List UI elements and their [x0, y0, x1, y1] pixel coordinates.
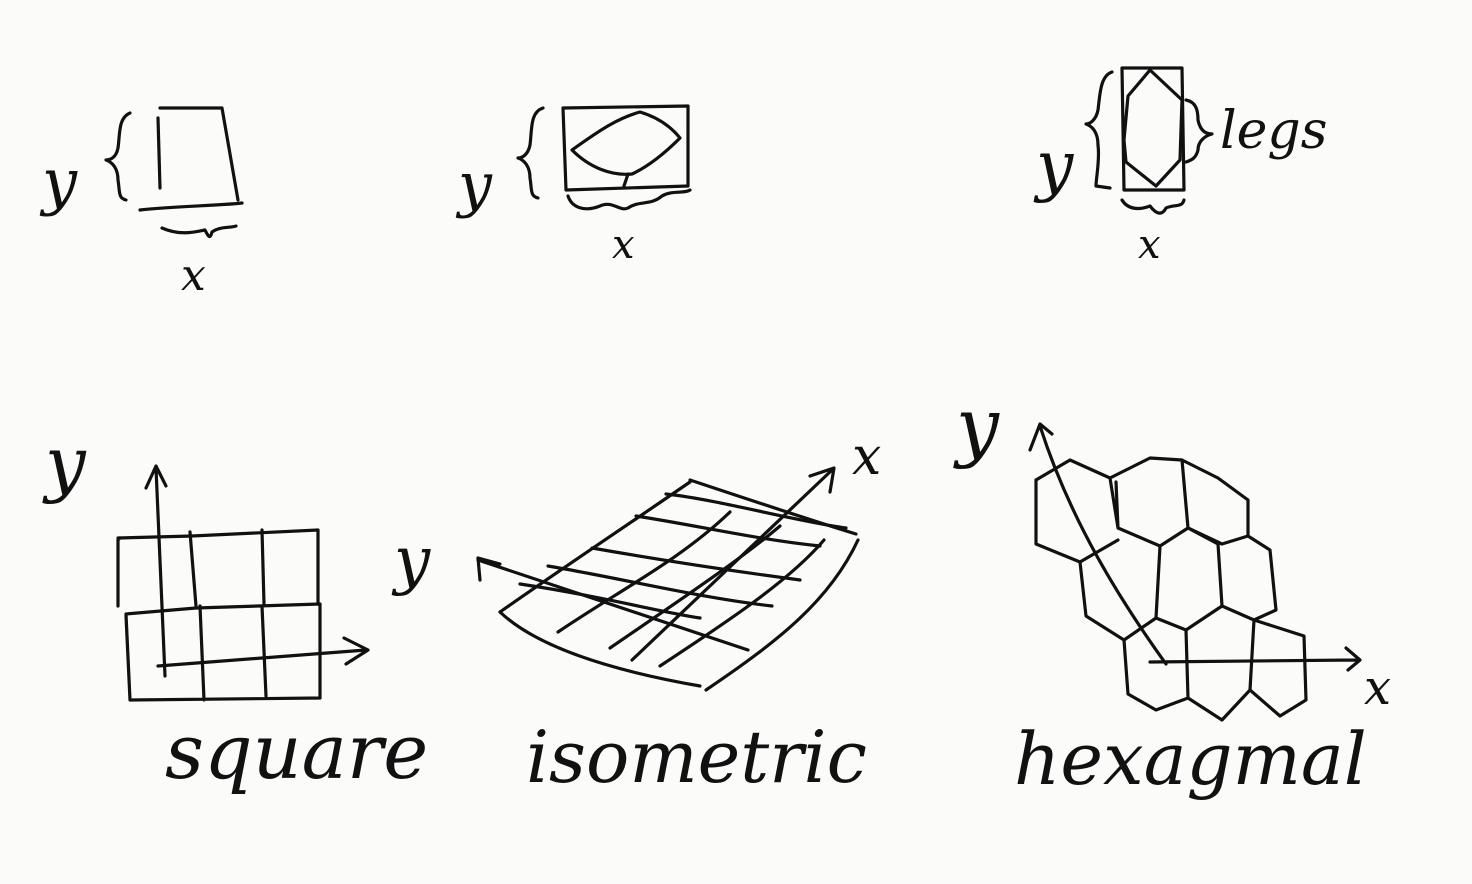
- hexagonal-grid-cells: [1034, 456, 1308, 722]
- square-tile-y-label: y: [39, 145, 78, 218]
- square-grid-lower-block: [124, 602, 322, 702]
- hex-tile-diagram: y legs x: [1033, 66, 1327, 268]
- isometric-grid-x-label: x: [852, 427, 881, 487]
- square-grid-upper-block: [116, 528, 320, 608]
- hexagonal-grid-y-label: y: [953, 381, 1000, 470]
- square-grid-y-axis: [144, 464, 168, 678]
- square-tile-diagram: y x: [39, 106, 244, 301]
- square-grid-y-label: y: [42, 421, 87, 505]
- isometric-grid-y-label: y: [391, 524, 431, 598]
- iso-tile-diagram: y x: [455, 104, 692, 268]
- hexagonal-grid-x-label: x: [1364, 660, 1391, 716]
- square-grid-diagram: y: [42, 421, 370, 702]
- square-grid-x-axis: [156, 636, 370, 668]
- isometric-grid-y-axis: [476, 556, 750, 652]
- hexagonal-grid-y-axis: [1028, 422, 1168, 666]
- square-tile-rectangle: [156, 106, 240, 202]
- iso-tile-y-label: y: [455, 150, 493, 220]
- hex-tile-y-brace: [1084, 70, 1114, 190]
- square-tile-x-label: x: [181, 250, 206, 301]
- hex-tile-y-label: y: [1033, 127, 1074, 204]
- hex-tile-legs-label: legs: [1220, 101, 1327, 161]
- iso-tile-x-brace: [566, 188, 692, 211]
- square-tile-baseline: [138, 201, 244, 212]
- isometric-grid-diagram: y x: [391, 427, 881, 692]
- isometric-grid-caption: isometric: [526, 715, 867, 799]
- iso-tile-y-brace: [516, 106, 545, 200]
- hexagonal-grid-caption: hexagmal: [1014, 717, 1367, 801]
- isometric-grid-border: [498, 478, 858, 688]
- iso-tile-inner-diamond: [570, 110, 682, 176]
- hexagonal-grid-diagram: y x: [953, 381, 1391, 722]
- hex-tile-rectangle: [1120, 66, 1186, 192]
- square-grid-caption: square: [165, 707, 428, 796]
- iso-tile-rectangle: [561, 104, 690, 192]
- iso-tile-x-label: x: [612, 222, 635, 268]
- hex-tile-x-brace: [1120, 198, 1186, 215]
- hex-tile-legs-brace: [1184, 98, 1214, 164]
- iso-tile-inner-line: [622, 172, 630, 188]
- hexagonal-grid-x-axis: [1148, 646, 1362, 672]
- square-tile-y-brace: [104, 111, 132, 202]
- hex-tile-hexagon: [1122, 68, 1184, 188]
- isometric-grid-lines-b: [518, 492, 848, 620]
- hex-tile-x-label: x: [1138, 222, 1161, 268]
- square-tile-x-brace: [160, 224, 238, 239]
